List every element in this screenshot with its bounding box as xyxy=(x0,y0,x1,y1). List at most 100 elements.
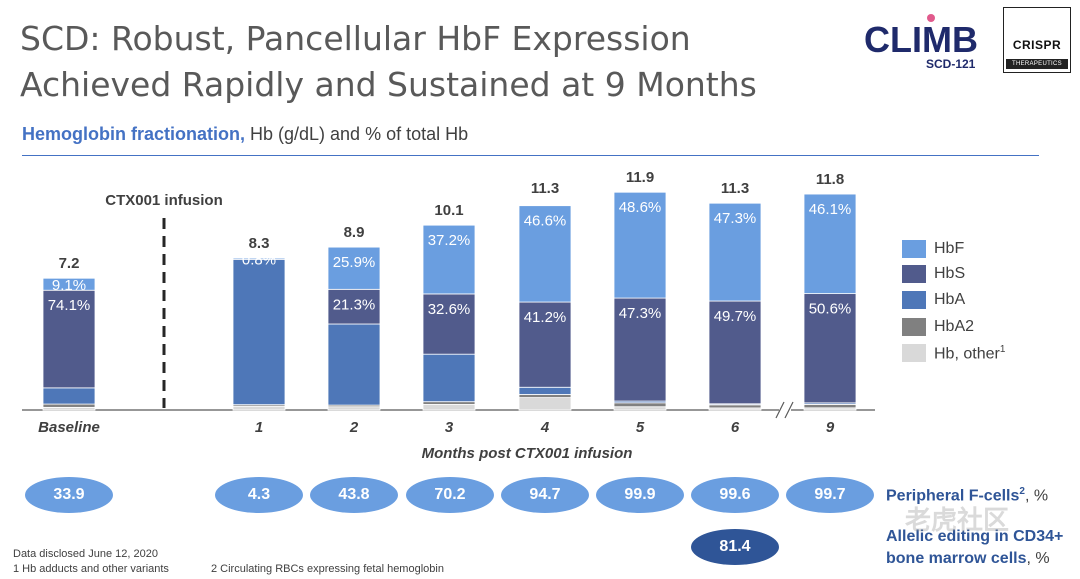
bar-label-hbf-3: 37.2% xyxy=(428,232,471,249)
legend-label-hbs: HbS xyxy=(934,265,966,282)
fcell-pill-month-6: 99.6 xyxy=(691,477,779,513)
bar-total-2: 8.9 xyxy=(344,224,365,241)
bar-segment-hbs-3 xyxy=(422,293,476,355)
bar-total-1: 8.3 xyxy=(249,235,270,252)
legend-label-hba2: HbA2 xyxy=(934,318,975,335)
editing-pill-month-6: 81.4 xyxy=(691,529,779,565)
bar-label-hbf-4: 46.6% xyxy=(524,213,567,230)
x-tick-9: 9 xyxy=(826,419,835,436)
bar-label-hbf-5: 48.6% xyxy=(619,199,662,216)
bar-segment-hb-other-1 xyxy=(232,405,286,411)
bar-segment-hbf-baseline xyxy=(42,277,96,291)
bar-segment-hba2-baseline xyxy=(42,403,96,408)
bar-label-hbs-2: 21.3% xyxy=(333,296,376,313)
bar-segment-hb-other-4 xyxy=(518,397,572,411)
fcells-label-text: Peripheral F-cells xyxy=(886,487,1020,505)
footer-disclosed: Data disclosed June 12, 2020 xyxy=(13,548,158,560)
legend-swatch-hbf xyxy=(902,240,926,258)
bar-label-hbs-baseline: 74.1% xyxy=(48,297,91,314)
fcell-pill-month-5: 99.9 xyxy=(596,477,684,513)
bar-label-hbs-9: 50.6% xyxy=(809,301,852,318)
x-tick-1: 1 xyxy=(255,419,263,436)
bar-segment-hba2-5 xyxy=(613,402,667,408)
bar-segment-hbs-9 xyxy=(803,293,857,404)
bar-label-hbs-5: 47.3% xyxy=(619,305,662,322)
bar-segment-hba2-6 xyxy=(708,404,762,409)
bar-segment-hbf-1 xyxy=(232,257,286,260)
bar-segment-hbs-baseline xyxy=(42,289,96,389)
bar-segment-hba-baseline xyxy=(42,387,96,405)
bar-segment-hba-2 xyxy=(327,323,381,406)
bar-segment-hba-4 xyxy=(518,386,572,395)
legend-swatch-hba xyxy=(902,291,926,309)
crispr-logo-sub: THERAPEUTICS xyxy=(1006,59,1068,69)
bar-segment-hbs-6 xyxy=(708,300,762,405)
bar-segment-hb-other-5 xyxy=(613,406,667,411)
editing-label-text: bone marrow cells xyxy=(886,550,1027,567)
climb-logo: CLIMB SCD-121 xyxy=(862,14,988,72)
climb-logo-sub: SCD-121 xyxy=(926,57,976,71)
x-tick-6: 6 xyxy=(731,419,740,436)
bar-segment-hba2-4 xyxy=(518,394,572,398)
bar-segment-hbs-5 xyxy=(613,297,667,402)
legend-label-hbf: HbF xyxy=(934,240,965,257)
legend-swatch-hb-other xyxy=(902,344,926,362)
bar-segment-hb-other-3 xyxy=(422,404,476,411)
bar-segment-hbf-3 xyxy=(422,224,476,295)
bar-label-hbf-1: 0.8% xyxy=(242,252,276,269)
infusion-marker-label: CTX001 infusion xyxy=(105,192,223,209)
bar-segment-hbs-4 xyxy=(518,301,572,388)
bar-segment-hbf-5 xyxy=(613,191,667,299)
bar-label-hbs-3: 32.6% xyxy=(428,301,471,318)
editing-row-label-line1: Allelic editing in CD34+ xyxy=(886,528,1064,545)
fcell-pill-month-2: 43.8 xyxy=(310,477,398,513)
footnote-1: 1 Hb adducts and other variants xyxy=(13,563,169,575)
bar-total-baseline: 7.2 xyxy=(59,255,80,272)
bar-total-6: 11.3 xyxy=(721,180,749,197)
x-tick-4: 4 xyxy=(540,419,550,436)
fcells-row-label: Peripheral F-cells2, % xyxy=(886,486,1048,505)
bar-label-hbf-baseline: 9.1% xyxy=(52,277,86,294)
bar-segment-hbf-6 xyxy=(708,202,762,302)
fcell-pill-month-1: 4.3 xyxy=(215,477,303,513)
climb-logo-text: CLIMB xyxy=(864,19,978,60)
legend-label-hba: HbA xyxy=(934,291,966,308)
title-rule xyxy=(22,155,1039,156)
legend-swatch-hba2 xyxy=(902,318,926,336)
fcells-label-unit: , % xyxy=(1024,487,1049,505)
bar-segment-hba2-9 xyxy=(803,403,857,409)
bar-segment-hbs-2 xyxy=(327,288,381,325)
x-tick-5: 5 xyxy=(636,419,645,436)
chart-subtitle: Hemoglobin fractionation, Hb (g/dL) and … xyxy=(22,124,468,145)
footnote-2: 2 Circulating RBCs expressing fetal hemo… xyxy=(211,563,444,575)
crispr-logo-name: CRISPR xyxy=(1012,38,1062,52)
editing-label-unit: , % xyxy=(1026,550,1050,567)
x-axis-title: Months post CTX001 infusion xyxy=(422,445,633,462)
legend-footnote-mark: 1 xyxy=(999,344,1006,355)
x-tick-2: 2 xyxy=(349,419,359,436)
fcells-label-sup: 2 xyxy=(1019,486,1025,497)
bar-total-9: 11.8 xyxy=(816,171,844,188)
crispr-logo: CRISPR THERAPEUTICS xyxy=(1003,7,1071,73)
bar-label-hbs-4: 41.2% xyxy=(524,309,567,326)
bar-segment-hbf-4 xyxy=(518,205,572,303)
bar-segment-hb-other-2 xyxy=(327,406,381,411)
fcell-pill-month-3: 70.2 xyxy=(406,477,494,513)
subtitle-rest: Hb (g/dL) and % of total Hb xyxy=(245,124,469,144)
fcell-pill-month-4: 94.7 xyxy=(501,477,589,513)
legend-label-hb-other-text: Hb, other xyxy=(934,345,1000,363)
bar-segment-hbf-9 xyxy=(803,193,857,295)
subtitle-bold: Hemoglobin fractionation, xyxy=(22,124,245,144)
watermark-text: 老虎社区 xyxy=(905,505,1010,535)
bar-segment-hba2-3 xyxy=(422,401,476,405)
page-title: SCD: Robust, Pancellular HbF Expression … xyxy=(20,19,757,104)
bar-segment-hba-1 xyxy=(232,258,286,406)
x-tick-baseline: Baseline xyxy=(38,419,100,436)
bar-total-5: 11.9 xyxy=(626,169,654,186)
bar-segment-hba-3 xyxy=(422,353,476,403)
editing-row-label-line2: bone marrow cells, % xyxy=(886,550,1050,568)
axis-break-mark-right xyxy=(784,401,794,419)
fcell-pill-baseline: 33.9 xyxy=(25,477,113,513)
bar-label-hbf-2: 25.9% xyxy=(333,254,376,271)
bar-total-4: 11.3 xyxy=(531,180,559,197)
